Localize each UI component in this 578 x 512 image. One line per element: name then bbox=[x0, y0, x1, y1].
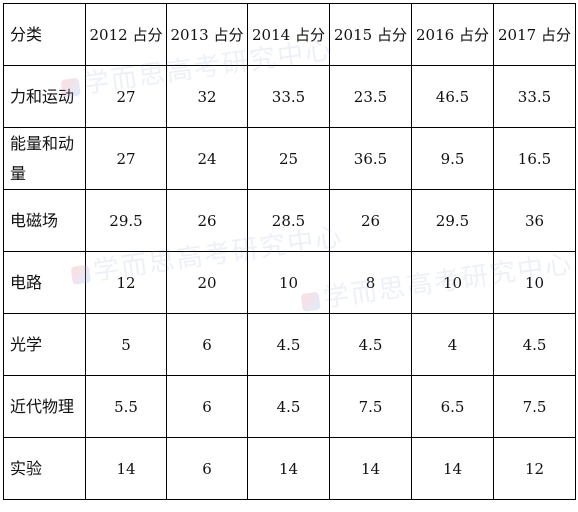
table-cell: 6.5 bbox=[411, 375, 494, 438]
table-cell: 20 bbox=[166, 251, 248, 314]
header-cell-2013: 2013 占分 bbox=[166, 3, 248, 66]
table-cell: 33.5 bbox=[493, 65, 576, 128]
table-cell: 36.5 bbox=[329, 127, 412, 190]
table-row: 光学 5 6 4.5 4.5 4 4.5 bbox=[3, 313, 576, 376]
table-cell: 4.5 bbox=[247, 313, 330, 376]
table-cell: 10 bbox=[493, 251, 576, 314]
table-cell: 36 bbox=[493, 189, 576, 252]
table-cell: 6 bbox=[166, 375, 248, 438]
table-row: 实验 14 6 14 14 14 12 bbox=[3, 437, 576, 500]
table-cell: 12 bbox=[493, 437, 576, 500]
table-cell: 5 bbox=[85, 313, 167, 376]
table-cell: 7.5 bbox=[329, 375, 412, 438]
table-cell: 8 bbox=[329, 251, 412, 314]
table-cell: 4 bbox=[411, 313, 494, 376]
row-category: 实验 bbox=[3, 437, 86, 500]
table-cell: 14 bbox=[247, 437, 330, 500]
table-header-row: 分类 2012 占分 2013 占分 2014 占分 2015 占分 2016 … bbox=[3, 3, 576, 66]
table-cell: 23.5 bbox=[329, 65, 412, 128]
table-cell: 7.5 bbox=[493, 375, 576, 438]
score-table-container: 分类 2012 占分 2013 占分 2014 占分 2015 占分 2016 … bbox=[3, 3, 576, 500]
header-cell-2015: 2015 占分 bbox=[329, 3, 412, 66]
header-cell-category: 分类 bbox=[3, 3, 86, 66]
table-cell: 4.5 bbox=[329, 313, 412, 376]
row-category: 光学 bbox=[3, 313, 86, 376]
score-distribution-table: 分类 2012 占分 2013 占分 2014 占分 2015 占分 2016 … bbox=[3, 3, 576, 500]
header-cell-2014: 2014 占分 bbox=[247, 3, 330, 66]
table-cell: 26 bbox=[329, 189, 412, 252]
table-cell: 25 bbox=[247, 127, 330, 190]
table-cell: 12 bbox=[85, 251, 167, 314]
table-cell: 24 bbox=[166, 127, 248, 190]
table-row: 电磁场 29.5 26 28.5 26 29.5 36 bbox=[3, 189, 576, 252]
table-cell: 5.5 bbox=[85, 375, 167, 438]
table-cell: 29.5 bbox=[85, 189, 167, 252]
row-category: 能量和动量 bbox=[3, 127, 86, 190]
table-cell: 4.5 bbox=[493, 313, 576, 376]
table-cell: 14 bbox=[329, 437, 412, 500]
table-cell: 32 bbox=[166, 65, 248, 128]
table-row: 电路 12 20 10 8 10 10 bbox=[3, 251, 576, 314]
table-cell: 46.5 bbox=[411, 65, 494, 128]
table-cell: 14 bbox=[85, 437, 167, 500]
table-cell: 14 bbox=[411, 437, 494, 500]
row-category: 电路 bbox=[3, 251, 86, 314]
row-category: 电磁场 bbox=[3, 189, 86, 252]
table-row: 能量和动量 27 24 25 36.5 9.5 16.5 bbox=[3, 127, 576, 190]
header-cell-2017: 2017 占分 bbox=[493, 3, 576, 66]
table-cell: 33.5 bbox=[247, 65, 330, 128]
table-cell: 9.5 bbox=[411, 127, 494, 190]
table-cell: 6 bbox=[166, 437, 248, 500]
table-cell: 10 bbox=[411, 251, 494, 314]
header-cell-2012: 2012 占分 bbox=[85, 3, 167, 66]
table-row: 力和运动 27 32 33.5 23.5 46.5 33.5 bbox=[3, 65, 576, 128]
table-cell: 6 bbox=[166, 313, 248, 376]
table-cell: 27 bbox=[85, 65, 167, 128]
row-category: 近代物理 bbox=[3, 375, 86, 438]
table-cell: 16.5 bbox=[493, 127, 576, 190]
header-cell-2016: 2016 占分 bbox=[411, 3, 494, 66]
table-cell: 28.5 bbox=[247, 189, 330, 252]
table-row: 近代物理 5.5 6 4.5 7.5 6.5 7.5 bbox=[3, 375, 576, 438]
row-category: 力和运动 bbox=[3, 65, 86, 128]
table-cell: 10 bbox=[247, 251, 330, 314]
table-cell: 29.5 bbox=[411, 189, 494, 252]
table-cell: 26 bbox=[166, 189, 248, 252]
table-cell: 27 bbox=[85, 127, 167, 190]
table-cell: 4.5 bbox=[247, 375, 330, 438]
